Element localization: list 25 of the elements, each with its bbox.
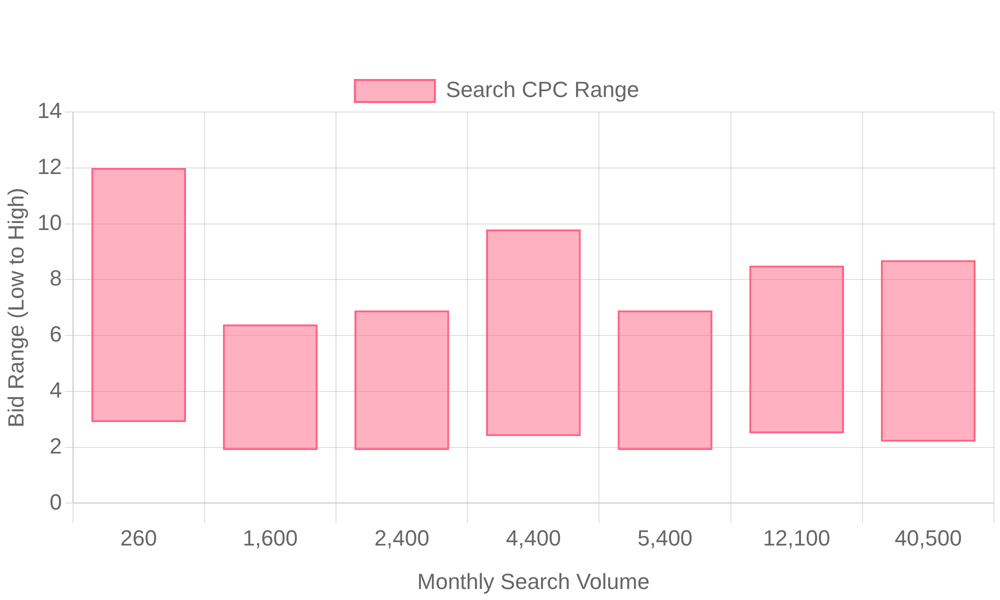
bar — [354, 310, 450, 450]
y-tick-label: 12 — [37, 154, 62, 179]
y-tick-label: 2 — [50, 433, 62, 458]
bar — [618, 310, 712, 450]
x-tick-label: 12,100 — [762, 525, 830, 550]
legend-label: Search CPC Range — [446, 77, 640, 102]
x-tick-label: 2,400 — [374, 525, 430, 550]
x-tick-label: 5,400 — [637, 525, 693, 550]
x-tick-label: 1,600 — [242, 525, 298, 550]
x-tick-label: 4,400 — [506, 525, 561, 550]
y-tick-label: 4 — [50, 377, 62, 402]
y-axis-title: Bid Range (Low to High) — [3, 188, 28, 428]
bar — [880, 260, 976, 442]
bar — [91, 168, 186, 422]
x-tick-label: 40,500 — [894, 525, 962, 550]
bar — [222, 324, 318, 450]
bar — [486, 229, 581, 436]
bar — [749, 266, 844, 434]
y-tick-label: 8 — [50, 266, 62, 291]
x-tick-label: 260 — [120, 525, 158, 550]
y-tick-label: 14 — [37, 98, 62, 124]
y-tick-label: 0 — [50, 489, 62, 514]
y-tick-label: 6 — [50, 322, 62, 347]
y-tick-label: 10 — [37, 210, 62, 235]
x-axis-title: Monthly Search Volume — [417, 568, 650, 594]
